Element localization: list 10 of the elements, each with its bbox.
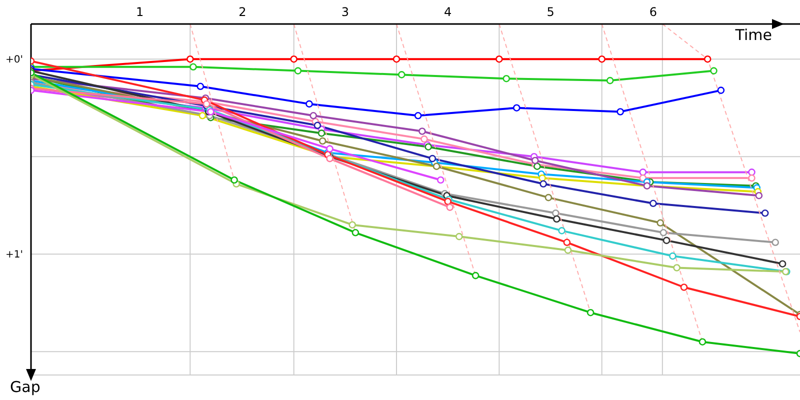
y-axis-title: Gap — [10, 378, 40, 396]
x-tick-label: 5 — [546, 5, 554, 19]
y-tick-label: +0' — [6, 54, 23, 66]
x-tick-label: 6 — [649, 5, 657, 19]
x-tick-label: 1 — [136, 5, 144, 19]
y-tick-label: +1' — [6, 250, 23, 261]
x-axis-title: Time — [735, 26, 772, 44]
x-tick-label: 2 — [238, 5, 246, 19]
x-tick-label: 4 — [444, 5, 452, 19]
x-tick-label: 3 — [341, 5, 349, 19]
